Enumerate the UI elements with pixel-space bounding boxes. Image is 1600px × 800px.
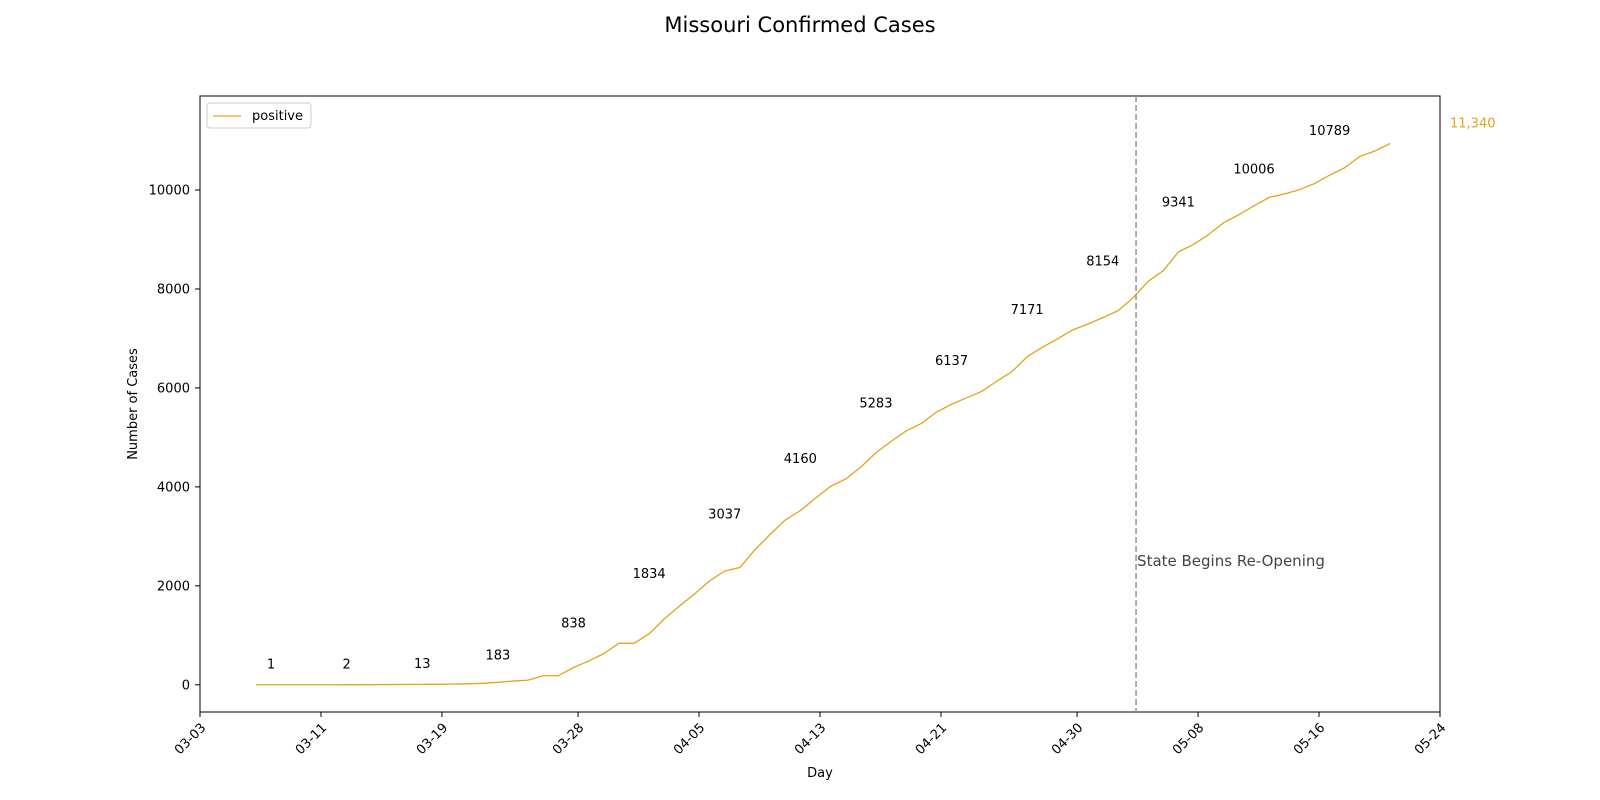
x-tick-label: 04-30 [1049,721,1086,758]
data-label: 4160 [784,452,817,467]
annotation: State Begins Re-Opening [1135,96,1325,712]
x-tick-label: 05-24 [1412,721,1449,758]
x-tick-label: 05-08 [1170,721,1207,758]
x-tick-label: 03-19 [414,721,451,758]
x-tick-label: 03-11 [293,721,330,758]
plot-frame [199,95,1441,713]
y-axis-label: Number of Cases [126,348,141,460]
data-label: 2 [343,658,351,673]
x-tick-label: 03-28 [550,721,587,758]
data-label: 9341 [1162,196,1195,211]
x-tick-label: 04-21 [913,721,950,758]
data-label: 10789 [1309,124,1350,139]
x-axis: 03-03 03-11 03-19 03-28 04-05 04-13 04-21 04-30… [172,712,1449,758]
data-label: 5283 [859,396,892,411]
series-line-positive [255,142,1391,686]
data-label: 10006 [1233,163,1274,178]
y-tick-label: 0 [182,678,190,693]
legend-box [206,102,312,129]
reopening-label: State Begins Re-Opening [1137,552,1325,570]
series-layer [255,142,1391,686]
data-label: 7171 [1011,303,1044,318]
data-label: 6137 [935,354,968,369]
x-tick-label: 04-05 [671,721,708,758]
y-tick-label: 8000 [157,282,190,297]
y-axis: 0 2000 4000 6000 8000 10000 [149,184,200,693]
last-value-label: 11,340 [1450,117,1496,132]
y-tick-label: 10000 [149,184,190,199]
y-tick-label: 6000 [157,381,190,396]
y-tick-label: 2000 [157,579,190,594]
x-tick-label: 04-13 [792,721,829,758]
data-labels: 1 2 13 183 838 1834 3037 4160 5283 6137 7171 8154 93… [267,117,1496,673]
x-axis-label: Day [807,766,833,781]
data-label: 183 [485,649,510,664]
data-label: 838 [561,616,586,631]
x-tick-label: 03-03 [172,721,209,758]
y-tick-label: 4000 [157,480,190,495]
x-tick-label: 05-16 [1291,721,1328,758]
data-label: 1834 [633,567,666,582]
legend-label: positive [252,109,303,124]
data-label: 1 [267,658,275,673]
data-label: 13 [414,657,431,672]
legend: positive [206,102,312,129]
data-label: 8154 [1086,254,1119,269]
data-label: 3037 [708,508,741,523]
chart-title: Missouri Confirmed Cases [664,13,935,37]
